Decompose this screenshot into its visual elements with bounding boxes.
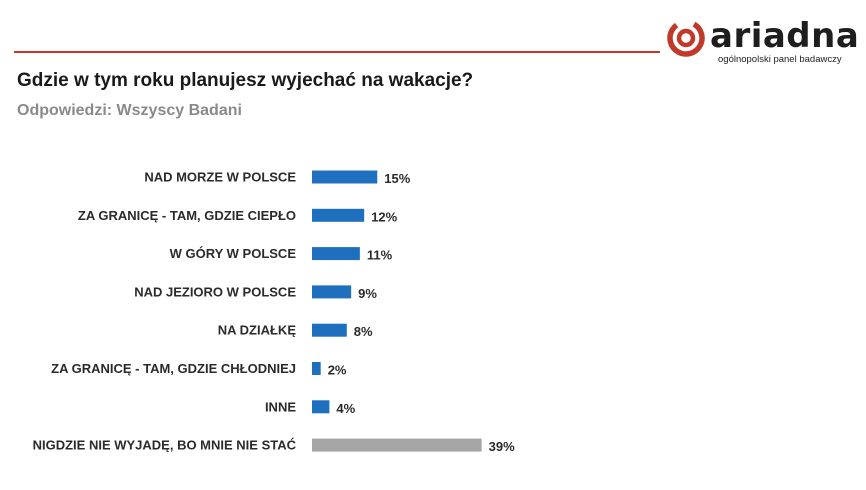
category-label: NAD JEZIORO W POLSCE [134, 284, 296, 299]
category-label: INNE [265, 399, 296, 414]
value-label: 39% [489, 439, 515, 454]
bar [312, 247, 360, 261]
header-divider [14, 51, 660, 53]
bar [312, 170, 378, 184]
value-label: 2% [328, 363, 347, 378]
brand-tagline: ogólnopolski panel badawczy [718, 54, 842, 65]
category-label: NIGDZIE NIE WYJADĘ, BO MNIE NIE STAĆ [33, 438, 297, 453]
category-label: NA DZIAŁKĘ [218, 323, 297, 338]
value-label: 8% [354, 324, 373, 339]
bar [312, 400, 330, 414]
bar [312, 438, 482, 452]
brand-logo: ariadna ogólnopolski panel badawczy [664, 16, 860, 68]
category-label: NAD MORZE W POLSCE [144, 170, 296, 185]
value-label: 12% [371, 209, 397, 224]
bar [312, 285, 352, 299]
category-label: W GÓRY W POLSCE [170, 246, 297, 261]
bar [312, 323, 347, 337]
bar [312, 362, 321, 375]
category-label: ZA GRANICĘ - TAM, GDZIE CHŁODNIEJ [51, 361, 296, 376]
value-label: 4% [336, 401, 355, 416]
bar [312, 208, 365, 222]
chart-title: Gdzie w tym roku planujesz wyjechać na w… [17, 70, 474, 91]
chart-subtitle: Odpowiedzi: Wszyscy Badani [17, 102, 242, 119]
category-label: ZA GRANICĘ - TAM, GDZIE CIEPŁO [78, 208, 296, 223]
brand-name: ariadna [710, 16, 860, 56]
value-label: 11% [367, 248, 393, 263]
value-label: 9% [358, 286, 377, 301]
value-label: 15% [384, 171, 410, 186]
ariadna-logo-icon [667, 19, 705, 57]
